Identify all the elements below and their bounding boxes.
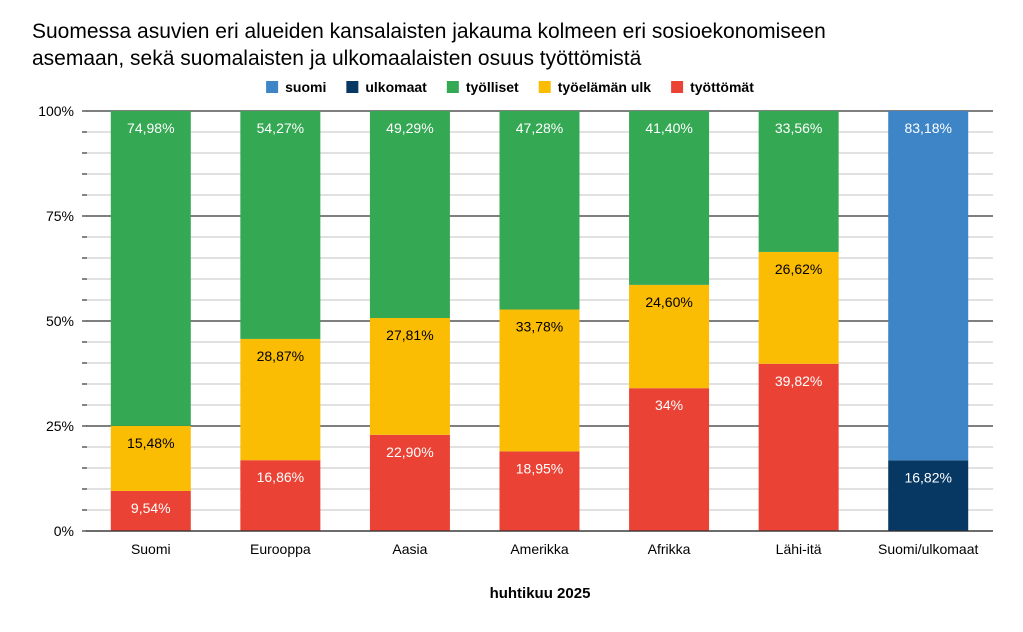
data-label: 49,29%	[386, 120, 433, 136]
bar-segment-työlliset	[499, 111, 580, 310]
data-label: 39,82%	[775, 373, 822, 389]
legend-swatch	[346, 81, 359, 93]
bar-segment-työlliset	[110, 111, 191, 426]
x-tick-label: Eurooppa	[250, 541, 311, 557]
x-tick-label: Suomi/ulkomaat	[878, 541, 978, 557]
chart-title-line-2: asemaan, sekä suomalaisten ja ulkomaalai…	[32, 47, 642, 70]
y-tick-label: 0%	[54, 523, 74, 539]
data-label: 54,27%	[257, 120, 304, 136]
legend-swatch	[446, 81, 459, 93]
y-tick-label: 75%	[46, 208, 74, 224]
data-label: 16,86%	[257, 469, 304, 485]
data-label: 18,95%	[516, 460, 563, 476]
legend: suomi ulkomaat työlliset työelämän ulk tyött…	[266, 79, 754, 95]
data-label: 34%	[655, 397, 683, 413]
legend-label: työttömät	[690, 79, 754, 95]
bar-segment-työlliset	[758, 111, 839, 252]
chart-title-line-1: Suomessa asuvien eri alueiden kansalaist…	[32, 20, 826, 43]
y-axis: 0% 25% 50% 75% 100%	[38, 103, 74, 539]
bar-segment-työttömät	[629, 388, 710, 531]
bar-segment-työlliset	[629, 111, 710, 285]
bar-segment-suomi	[888, 111, 969, 461]
bar-segment-työlliset	[369, 111, 450, 319]
y-tick-label: 50%	[46, 313, 74, 329]
x-tick-label: Afrikka	[648, 541, 691, 557]
data-label: 74,98%	[127, 120, 174, 136]
data-label: 41,40%	[645, 120, 692, 136]
bar-segment-työelämän-ulk	[758, 251, 839, 364]
bar-segment-työttömät	[758, 363, 839, 531]
bar-segment-työelämän-ulk	[110, 425, 191, 491]
bar-segment-työelämän-ulk	[499, 309, 580, 452]
legend-label: työelämän ulk	[558, 79, 652, 95]
bar-segment-työttömät	[240, 460, 321, 531]
legend-item: työelämän ulk	[538, 79, 652, 95]
legend-swatch	[671, 81, 684, 93]
bar-segment-työelämän-ulk	[629, 284, 710, 389]
data-label: 16,82%	[904, 469, 951, 485]
bar-segment-työelämän-ulk	[369, 318, 450, 435]
data-label: 24,60%	[645, 294, 692, 310]
data-label: 27,81%	[386, 327, 433, 343]
legend-swatch	[266, 81, 279, 93]
bar-segment-työttömät	[369, 434, 450, 531]
bar-segment-työelämän-ulk	[240, 338, 321, 461]
y-tick-label: 25%	[46, 418, 74, 434]
data-label: 15,48%	[127, 435, 174, 451]
legend-item: suomi	[266, 79, 326, 95]
data-label: 33,78%	[516, 319, 563, 335]
legend-item: työlliset	[446, 79, 519, 95]
bar-segment-ulkomaat	[888, 460, 969, 531]
data-label: 28,87%	[257, 348, 304, 364]
data-label: 22,90%	[386, 444, 433, 460]
x-axis: Suomi Eurooppa Aasia Amerikka Afrikka Lähi-it…	[86, 530, 993, 557]
data-label: 47,28%	[516, 120, 563, 136]
data-label: 26,62%	[775, 261, 822, 277]
x-tick-label: Aasia	[392, 541, 427, 557]
y-tick-label: 100%	[38, 103, 74, 119]
legend-label: ulkomaat	[365, 79, 427, 95]
data-label: 83,18%	[904, 120, 951, 136]
legend-label: työlliset	[466, 79, 519, 95]
bars: 9,54% 15,48% 74,98% 16,86% 28,87% 54,27% 22,90…	[110, 111, 969, 531]
data-label: 33,56%	[775, 120, 822, 136]
legend-swatch	[538, 81, 551, 93]
bar-segment-työttömät	[110, 490, 191, 531]
x-tick-label: Suomi	[131, 541, 171, 557]
legend-label: suomi	[285, 79, 326, 95]
x-tick-label: Lähi-itä	[776, 541, 822, 557]
x-axis-label: huhtikuu 2025	[490, 585, 591, 602]
bar-segment-työlliset	[240, 111, 321, 339]
legend-item: ulkomaat	[346, 79, 427, 95]
bar-segment-työttömät	[499, 451, 580, 531]
x-tick-label: Amerikka	[510, 541, 569, 557]
data-label: 9,54%	[131, 500, 171, 516]
legend-item: työttömät	[671, 79, 754, 95]
